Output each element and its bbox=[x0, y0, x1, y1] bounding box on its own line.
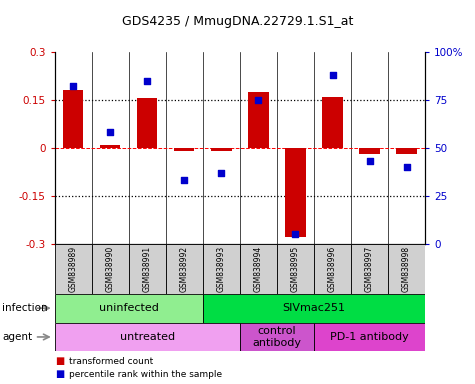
Bar bbox=[248, 92, 268, 148]
Bar bbox=[314, 244, 351, 294]
Text: untreated: untreated bbox=[120, 332, 175, 342]
Bar bbox=[166, 244, 203, 294]
Bar bbox=[174, 148, 194, 151]
Point bbox=[403, 164, 410, 170]
Text: control
antibody: control antibody bbox=[252, 326, 302, 348]
Text: GDS4235 / MmugDNA.22729.1.S1_at: GDS4235 / MmugDNA.22729.1.S1_at bbox=[122, 15, 353, 28]
Bar bbox=[314, 323, 425, 351]
Point bbox=[180, 177, 188, 184]
Bar bbox=[63, 90, 83, 148]
Bar bbox=[240, 323, 314, 351]
Bar bbox=[55, 244, 92, 294]
Text: uninfected: uninfected bbox=[99, 303, 159, 313]
Point bbox=[69, 83, 77, 89]
Bar bbox=[203, 244, 240, 294]
Bar bbox=[129, 244, 166, 294]
Text: SIVmac251: SIVmac251 bbox=[283, 303, 345, 313]
Text: GSM838996: GSM838996 bbox=[328, 246, 337, 292]
Point bbox=[366, 158, 373, 164]
Point bbox=[218, 170, 225, 176]
Point bbox=[255, 97, 262, 103]
Text: GSM838997: GSM838997 bbox=[365, 246, 374, 292]
Bar bbox=[360, 148, 380, 154]
Text: infection: infection bbox=[2, 303, 48, 313]
Point bbox=[143, 78, 151, 84]
Bar bbox=[285, 148, 305, 237]
Bar bbox=[397, 148, 417, 154]
Text: ■: ■ bbox=[55, 356, 64, 366]
Text: GSM838989: GSM838989 bbox=[69, 246, 77, 292]
Text: transformed count: transformed count bbox=[69, 357, 153, 366]
Bar bbox=[55, 294, 203, 323]
Bar bbox=[203, 294, 425, 323]
Text: agent: agent bbox=[2, 332, 32, 342]
Text: ■: ■ bbox=[55, 369, 64, 379]
Bar bbox=[55, 323, 240, 351]
Bar bbox=[388, 244, 425, 294]
Text: GSM838995: GSM838995 bbox=[291, 246, 300, 292]
Bar bbox=[137, 98, 157, 148]
Text: GSM838998: GSM838998 bbox=[402, 246, 411, 292]
Text: GSM838992: GSM838992 bbox=[180, 246, 189, 292]
Bar bbox=[240, 244, 277, 294]
Text: GSM838993: GSM838993 bbox=[217, 246, 226, 292]
Text: GSM838991: GSM838991 bbox=[143, 246, 152, 292]
Bar bbox=[92, 244, 129, 294]
Text: GSM838994: GSM838994 bbox=[254, 246, 263, 292]
Text: GSM838990: GSM838990 bbox=[106, 246, 114, 292]
Bar bbox=[323, 97, 342, 148]
Bar bbox=[277, 244, 314, 294]
Bar bbox=[211, 148, 231, 151]
Point bbox=[329, 72, 336, 78]
Bar bbox=[100, 145, 120, 148]
Text: percentile rank within the sample: percentile rank within the sample bbox=[69, 370, 222, 379]
Text: PD-1 antibody: PD-1 antibody bbox=[330, 332, 409, 342]
Point bbox=[106, 129, 114, 136]
Point bbox=[292, 231, 299, 237]
Bar bbox=[351, 244, 388, 294]
